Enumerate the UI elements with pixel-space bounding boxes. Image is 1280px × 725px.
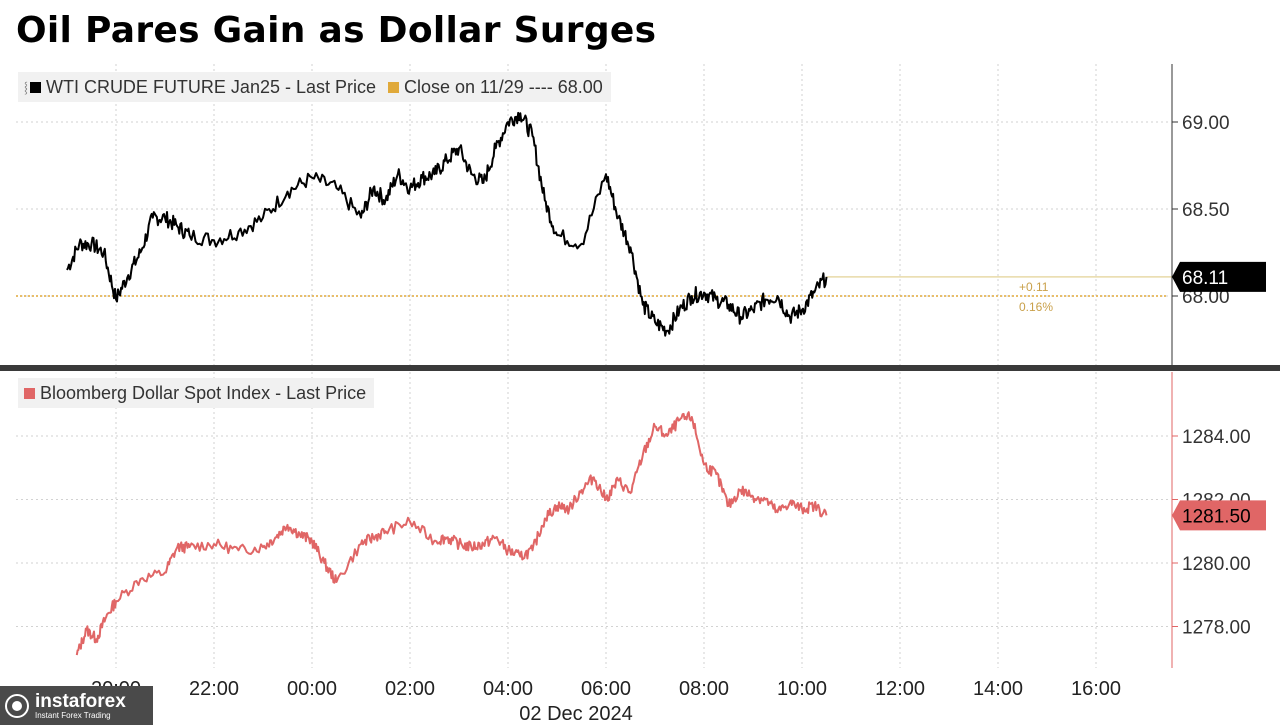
last-price-tag <box>1172 261 1266 292</box>
y-tick-label: 1278.00 <box>1182 618 1251 639</box>
x-tick-label: 14:00 <box>973 678 1023 700</box>
panel-divider <box>0 365 1280 371</box>
x-tick-label: 08:00 <box>679 678 729 700</box>
x-tick-label: 16:00 <box>1071 678 1121 700</box>
pin-icon: ⸾ <box>24 81 28 94</box>
instaforex-logo-icon <box>5 693 29 718</box>
legend-label-dollar: Bloomberg Dollar Spot Index - Last Price <box>40 382 367 403</box>
y-tick-label: 68.00 <box>1182 287 1230 308</box>
x-tick-label: 00:00 <box>287 678 337 700</box>
change-abs-label: +0.11 <box>1019 280 1049 294</box>
page-title: Oil Pares Gain as Dollar Surges <box>16 10 657 51</box>
x-tick-label: 02:00 <box>385 678 435 700</box>
legend-label-wti: WTI CRUDE FUTURE Jan25 - Last Price <box>45 76 377 97</box>
oil-legend: ⸾ WTI CRUDE FUTURE Jan25 - Last Price Cl… <box>18 72 611 102</box>
last-index-tag <box>1172 500 1266 531</box>
x-tick-label: 10:00 <box>777 678 827 700</box>
legend-swatch-wti <box>29 81 41 93</box>
x-tick-label: 06:00 <box>581 678 631 700</box>
wti-price-line <box>66 111 828 337</box>
dollar-legend: Bloomberg Dollar Spot Index - Last Price <box>18 378 375 408</box>
x-tick-label: 04:00 <box>483 678 533 700</box>
legend-item-close[interactable]: Close on 11/29 ---- 68.00 <box>388 77 603 98</box>
y-tick-label: 69.00 <box>1182 113 1230 134</box>
dollar-index-line <box>75 411 828 656</box>
last-price-tag-label: 68.11 <box>1182 268 1228 289</box>
change-pct-label: 0.16% <box>1019 300 1053 314</box>
legend-item-dollar[interactable]: Bloomberg Dollar Spot Index - Last Price <box>24 383 366 404</box>
x-date-label: 02 Dec 2024 <box>519 703 632 725</box>
legend-label-close: Close on 11/29 ---- 68.00 <box>404 76 603 97</box>
legend-swatch-close <box>388 81 400 93</box>
y-tick-label: 68.50 <box>1182 200 1230 221</box>
last-index-tag-label: 1281.50 <box>1182 506 1251 527</box>
x-tick-label: 22:00 <box>189 678 239 700</box>
y-tick-label: 1284.00 <box>1182 427 1251 448</box>
y-tick-label: 1280.00 <box>1182 554 1251 575</box>
instaforex-watermark: instaforex Instant Forex Trading <box>0 686 153 725</box>
legend-item-wti[interactable]: ⸾ WTI CRUDE FUTURE Jan25 - Last Price <box>24 77 376 98</box>
x-tick-label: 12:00 <box>875 678 925 700</box>
legend-swatch-dollar <box>24 387 35 399</box>
